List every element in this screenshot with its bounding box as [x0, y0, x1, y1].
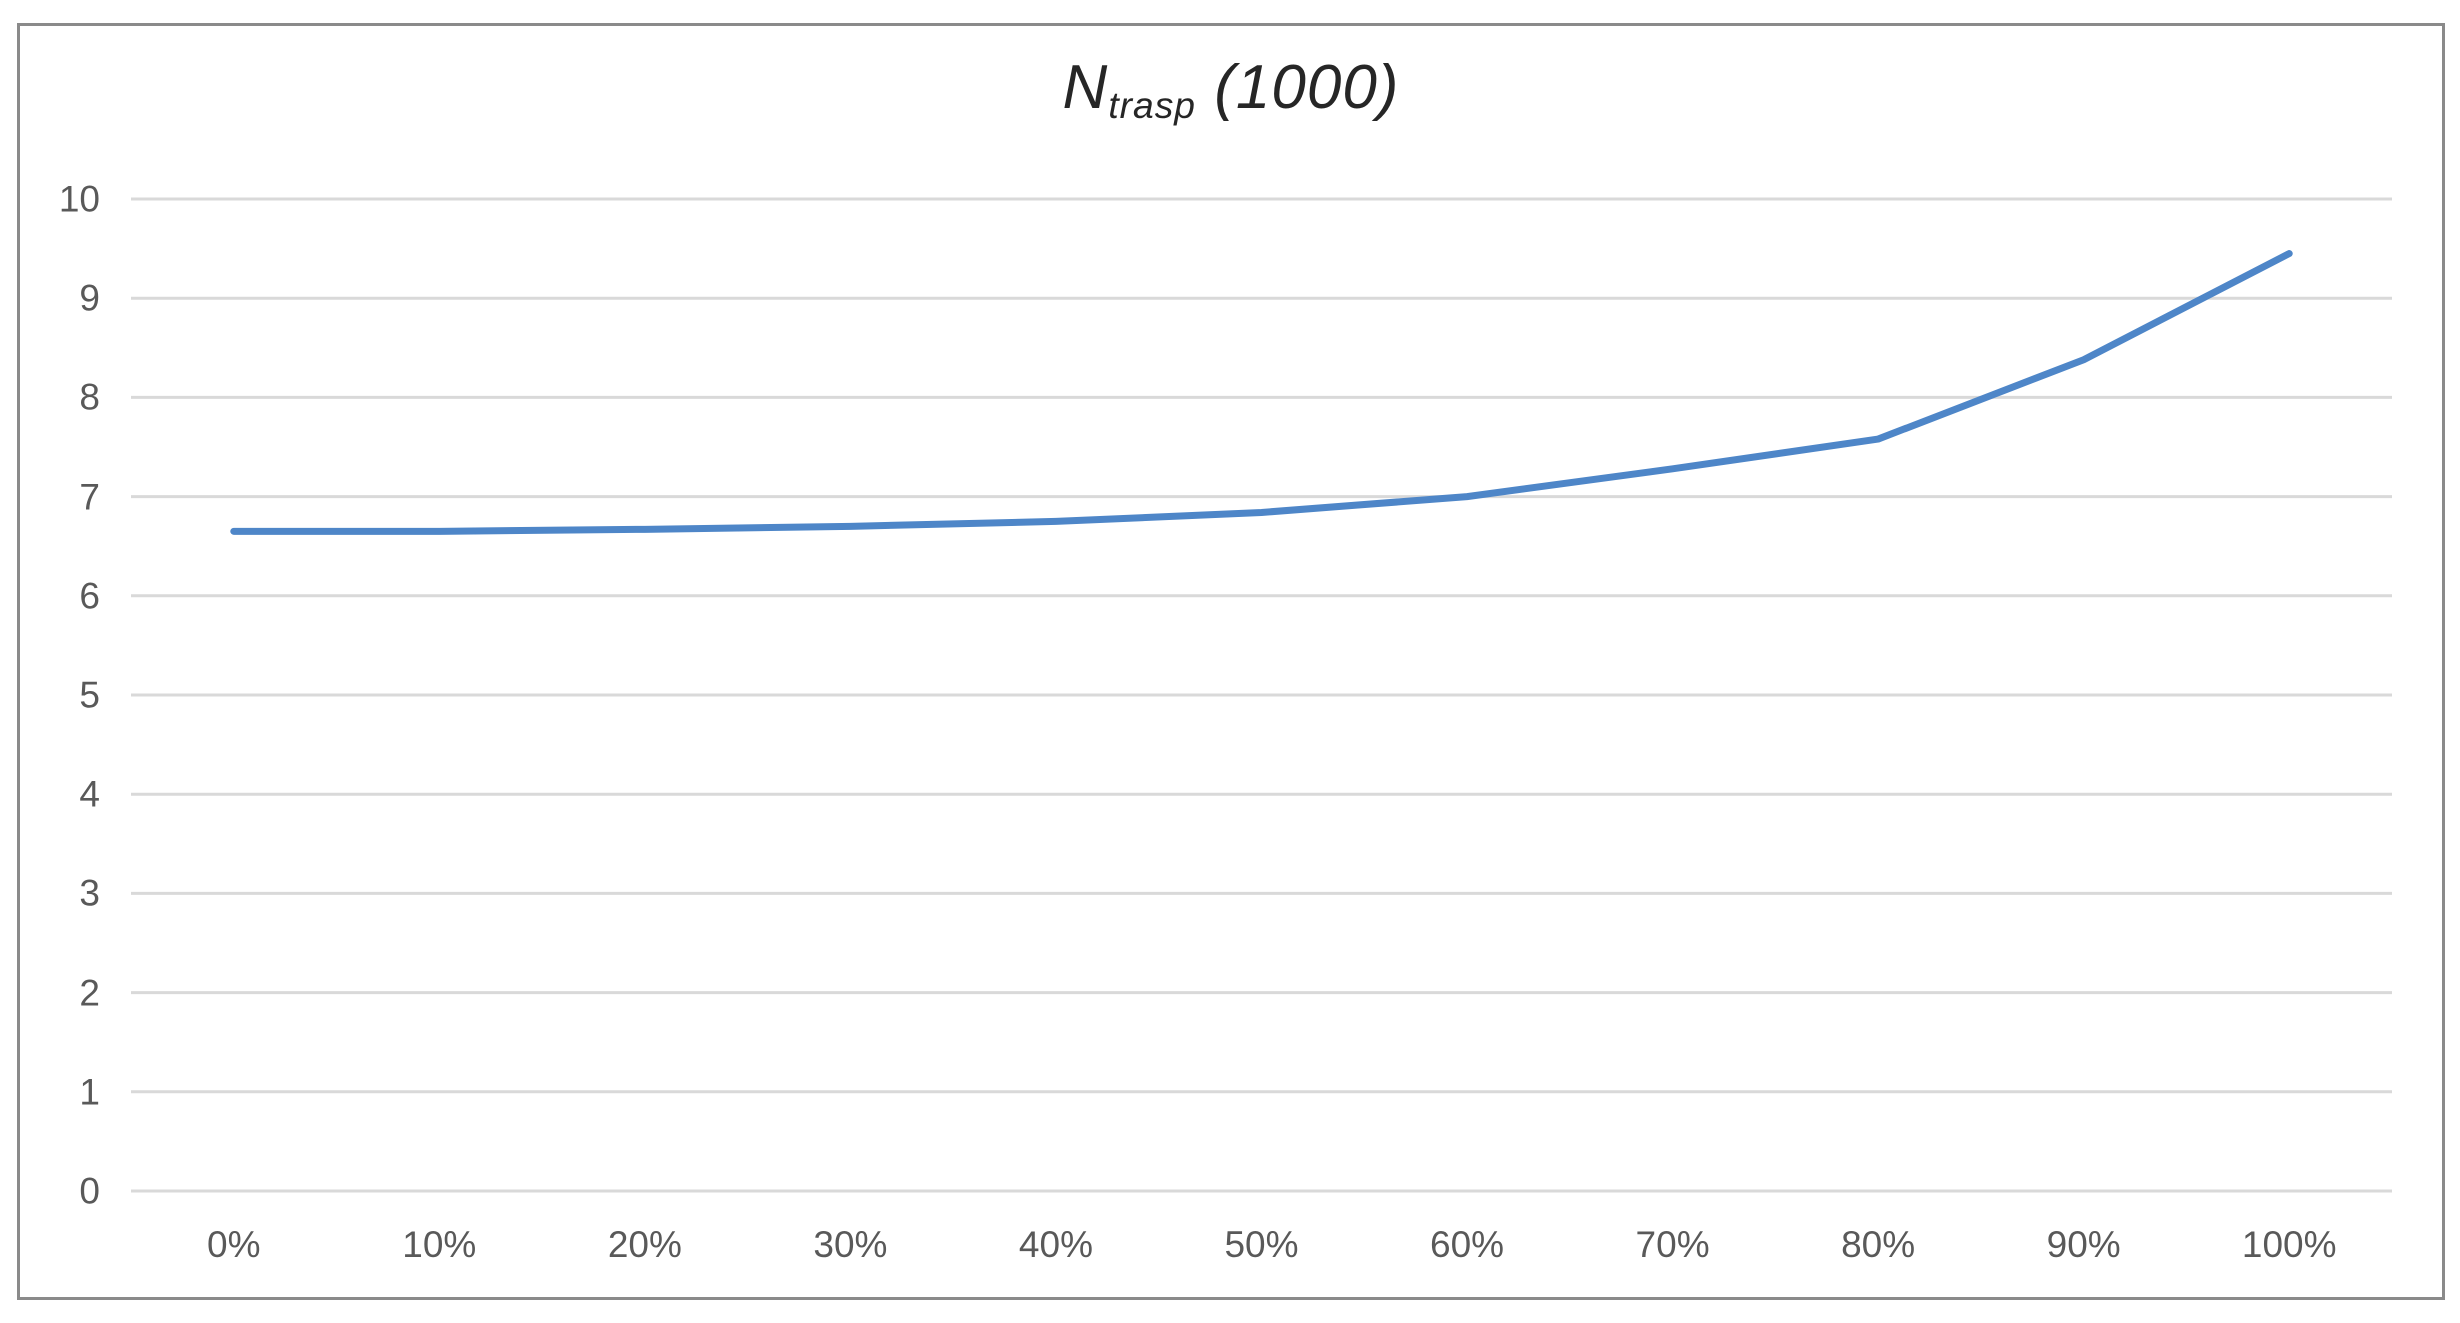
y-tick-label: 5 — [79, 674, 100, 716]
y-tick-label: 3 — [79, 872, 100, 914]
x-tick-label: 40% — [1018, 1224, 1093, 1265]
chart-frame — [17, 23, 2445, 1300]
y-tick-label: 0 — [79, 1170, 100, 1212]
x-tick-label: 20% — [607, 1224, 682, 1265]
chart-title-main: N — [1062, 53, 1109, 122]
x-tick-label: 0% — [207, 1224, 261, 1265]
chart-title: Ntrasp (1000) — [17, 52, 2445, 127]
y-tick-label: 6 — [79, 575, 100, 617]
y-tick-label: 4 — [79, 773, 100, 815]
y-tick-label: 8 — [79, 376, 100, 418]
y-tick-label: 1 — [79, 1071, 100, 1113]
x-tick-label: 50% — [1224, 1224, 1299, 1265]
x-tick-label: 90% — [2046, 1224, 2121, 1265]
y-tick-label: 7 — [79, 476, 100, 518]
x-tick-label: 30% — [813, 1224, 888, 1265]
chart-title-subscript: trasp — [1108, 84, 1196, 127]
data-series-line — [230, 250, 2293, 535]
y-tick-label: 2 — [79, 972, 100, 1014]
x-tick-label: 10% — [402, 1224, 477, 1265]
chart-title-suffix: (1000) — [1196, 53, 1400, 122]
x-tick-label: 70% — [1635, 1224, 1710, 1265]
y-tick-label: 9 — [79, 277, 100, 319]
x-tick-label: 60% — [1430, 1224, 1505, 1265]
y-tick-label: 10 — [58, 178, 100, 220]
x-tick-label: 100% — [2241, 1224, 2337, 1265]
x-tick-label: 80% — [1841, 1224, 1916, 1265]
